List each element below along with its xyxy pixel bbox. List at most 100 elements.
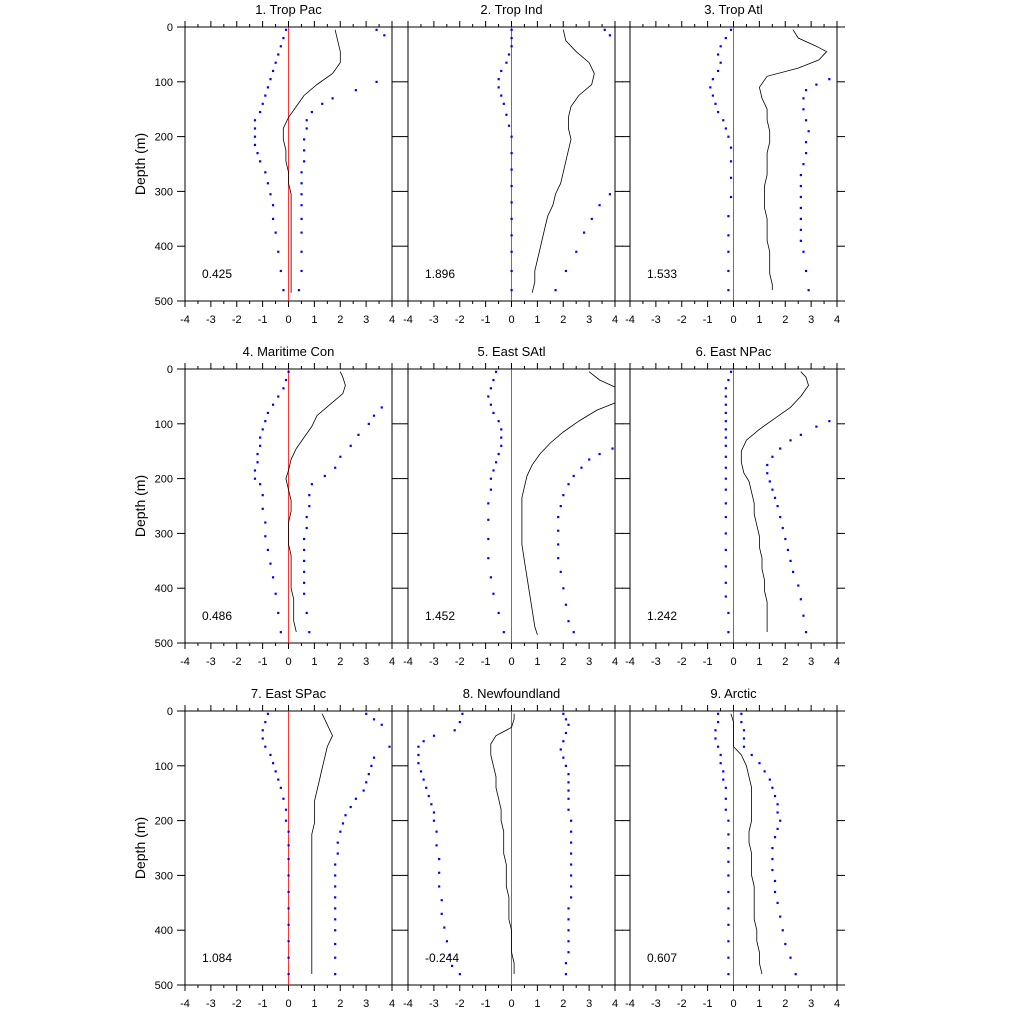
upper-bound-point: [367, 422, 370, 425]
lower-bound-point: [417, 762, 420, 765]
upper-bound-point: [567, 620, 570, 623]
upper-bound-point: [789, 559, 792, 562]
upper-bound-point: [766, 472, 769, 475]
lower-bound-point: [287, 857, 290, 861]
upper-bound-point: [362, 789, 365, 792]
panel-7: -4 -3 -2 -1 0 1 2 3 4 0 100 200 300 400 500 Depth (m) 7.…: [132, 686, 400, 1010]
upper-bound-point: [334, 896, 337, 899]
lower-bound-point: [711, 78, 714, 81]
upper-bound-point: [799, 228, 802, 231]
lower-bound-point: [277, 395, 280, 398]
lower-bound-point: [259, 483, 262, 486]
upper-bound-point: [570, 896, 573, 899]
upper-bound-point: [354, 797, 357, 800]
lower-bound-point: [727, 378, 730, 382]
lower-bound-point: [494, 370, 498, 373]
lower-bound-point: [440, 899, 443, 902]
lower-bound-point: [719, 762, 722, 765]
lower-bound-point: [724, 502, 727, 505]
lower-bound-point: [489, 488, 492, 491]
upper-bound-point: [575, 250, 578, 253]
upper-bound-point: [608, 34, 612, 37]
lower-bound-point: [259, 110, 262, 114]
x-tick-label: -4: [403, 656, 413, 668]
panel-title: 8. Newfoundland: [463, 686, 561, 701]
x-tick-label: -4: [625, 656, 635, 668]
upper-bound-point: [771, 847, 774, 850]
upper-bound-point: [828, 78, 831, 81]
lower-bound-point: [716, 712, 720, 715]
lower-bound-point: [510, 201, 513, 204]
upper-bound-point: [349, 805, 352, 809]
lower-bound-point: [727, 135, 730, 138]
lower-bound-point: [724, 436, 727, 439]
x-tick-label: 3: [808, 998, 814, 1010]
lower-bound-point: [438, 857, 441, 861]
x-tick-label: 4: [834, 656, 840, 668]
lower-bound-point: [253, 469, 257, 472]
lower-bound-point: [722, 770, 725, 773]
upper-bound-point: [802, 163, 805, 166]
x-tick-label: 3: [586, 656, 592, 668]
lower-bound-point: [435, 830, 438, 833]
lower-bound-point: [287, 973, 290, 976]
lower-bound-point: [727, 250, 730, 253]
lower-bound-point: [271, 204, 275, 207]
upper-bound-point: [562, 587, 565, 590]
x-tick-label: -1: [258, 998, 268, 1010]
upper-bound-point: [779, 915, 782, 918]
lower-bound-point: [724, 403, 727, 406]
upper-bound-point: [776, 827, 779, 831]
lower-bound-point: [430, 803, 433, 806]
lower-bound-point: [432, 819, 436, 822]
lower-bound-point: [510, 168, 513, 171]
x-tick-label: -3: [206, 314, 216, 326]
upper-bound-point: [308, 494, 311, 497]
y-tick-label: 100: [155, 761, 173, 773]
lower-bound-point: [277, 611, 280, 615]
lower-bound-point: [724, 466, 727, 469]
upper-bound-point: [567, 808, 570, 811]
lower-bound-point: [727, 234, 730, 237]
upper-bound-point: [388, 745, 391, 748]
y-tick-label: 100: [155, 419, 173, 431]
upper-bound-point: [349, 444, 352, 447]
lower-bound-point: [279, 631, 282, 634]
panel-6: -4 -3 -2 -1 0 1 2 3 4 6. East NPac 1.242: [622, 344, 845, 668]
upper-bound-point: [567, 951, 570, 954]
value-label: 1.452: [425, 609, 455, 623]
x-tick-label: -4: [625, 314, 635, 326]
upper-bound-point: [766, 463, 769, 467]
x-tick-label: 0: [730, 656, 736, 668]
upper-bound-point: [300, 193, 303, 196]
x-tick-label: 0: [508, 998, 514, 1010]
lower-bound-point: [264, 745, 267, 748]
upper-bound-point: [564, 718, 568, 721]
lower-bound-point: [438, 871, 441, 874]
upper-bound-point: [799, 239, 802, 242]
lower-bound-point: [269, 753, 272, 757]
lower-bound-point: [500, 436, 503, 439]
upper-bound-point: [799, 217, 802, 220]
y-tick-label: 300: [155, 528, 173, 540]
lower-bound-point: [417, 745, 420, 748]
upper-bound-point: [773, 879, 777, 883]
lower-bound-point: [724, 411, 727, 415]
x-tick-label: -2: [455, 314, 465, 326]
upper-bound-point: [341, 822, 345, 825]
panel-5: -4 -3 -2 -1 0 1 2 3 4 5. East SAtl 1.452: [400, 344, 623, 668]
lower-bound-point: [724, 581, 727, 584]
upper-bound-point: [804, 89, 808, 92]
upper-bound-point: [297, 289, 301, 292]
lower-bound-point: [453, 729, 456, 732]
y-tick-label: 500: [155, 980, 173, 992]
mean-line: [282, 29, 341, 293]
lower-bound-point: [716, 53, 720, 56]
lower-bound-point: [729, 28, 733, 31]
mean-line: [740, 371, 809, 632]
lower-bound-point: [284, 28, 288, 31]
lower-bound-point: [727, 874, 730, 877]
lower-bound-point: [724, 395, 727, 398]
upper-bound-point: [300, 171, 303, 174]
x-tick-label: 3: [808, 314, 814, 326]
